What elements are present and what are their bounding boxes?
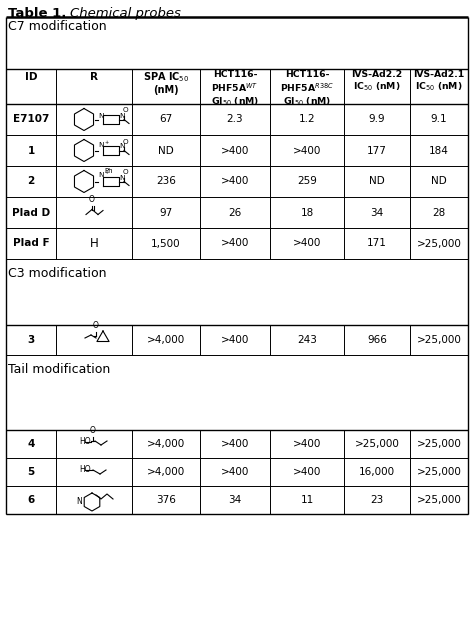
Text: >400: >400 xyxy=(221,145,249,155)
Text: R: R xyxy=(90,72,98,82)
Text: 184: 184 xyxy=(429,145,449,155)
Text: >25,000: >25,000 xyxy=(417,335,461,345)
Text: 1: 1 xyxy=(27,145,35,155)
Text: 16,000: 16,000 xyxy=(359,467,395,477)
Text: 28: 28 xyxy=(432,207,446,217)
Text: N: N xyxy=(119,143,125,150)
Text: O: O xyxy=(90,426,96,435)
Text: N: N xyxy=(76,498,82,507)
Text: >4,000: >4,000 xyxy=(147,467,185,477)
Text: O: O xyxy=(122,169,128,176)
Text: N$^+$: N$^+$ xyxy=(98,170,110,181)
Text: Tail modification: Tail modification xyxy=(8,363,110,376)
Text: >4,000: >4,000 xyxy=(147,439,185,449)
Text: 34: 34 xyxy=(228,495,242,505)
Text: 1.2: 1.2 xyxy=(299,115,315,124)
Text: 9.1: 9.1 xyxy=(431,115,447,124)
Text: ID: ID xyxy=(25,72,37,82)
Text: >25,000: >25,000 xyxy=(417,495,461,505)
Text: IVS-Ad2.2
IC$_{50}$ (nM): IVS-Ad2.2 IC$_{50}$ (nM) xyxy=(351,70,402,93)
Text: 243: 243 xyxy=(297,335,317,345)
Text: 4: 4 xyxy=(27,439,35,449)
Text: 5: 5 xyxy=(27,467,35,477)
Text: >400: >400 xyxy=(221,176,249,186)
Text: ND: ND xyxy=(431,176,447,186)
Text: N: N xyxy=(119,112,125,119)
Text: 376: 376 xyxy=(156,495,176,505)
Text: HCT116-
PHF5A$^{WT}$
GI$_{50}$ (nM): HCT116- PHF5A$^{WT}$ GI$_{50}$ (nM) xyxy=(211,70,259,108)
Text: >25,000: >25,000 xyxy=(417,467,461,477)
Text: 23: 23 xyxy=(370,495,383,505)
Text: 26: 26 xyxy=(228,207,242,217)
Text: >25,000: >25,000 xyxy=(417,238,461,249)
Text: N: N xyxy=(98,112,103,119)
Text: ND: ND xyxy=(158,145,174,155)
Text: 2: 2 xyxy=(27,176,35,186)
Text: HO: HO xyxy=(79,465,91,474)
Text: 11: 11 xyxy=(301,495,314,505)
Text: HO: HO xyxy=(79,437,91,446)
Text: O: O xyxy=(122,138,128,145)
Text: Plad F: Plad F xyxy=(13,238,49,249)
Text: E7107: E7107 xyxy=(13,115,49,124)
Text: O: O xyxy=(93,321,99,330)
Text: H: H xyxy=(90,237,99,250)
Text: 3: 3 xyxy=(27,335,35,345)
Text: 236: 236 xyxy=(156,176,176,186)
Text: 18: 18 xyxy=(301,207,314,217)
Text: 1,500: 1,500 xyxy=(151,238,181,249)
Text: 34: 34 xyxy=(370,207,383,217)
Text: >25,000: >25,000 xyxy=(355,439,400,449)
Text: 2.3: 2.3 xyxy=(227,115,243,124)
Text: Table 1.: Table 1. xyxy=(8,7,66,20)
Text: Chemical probes: Chemical probes xyxy=(70,7,181,20)
Text: >400: >400 xyxy=(293,467,321,477)
Text: HCT116-
PHF5A$^{R38C}$
GI$_{50}$ (nM): HCT116- PHF5A$^{R38C}$ GI$_{50}$ (nM) xyxy=(280,70,334,108)
Text: 171: 171 xyxy=(367,238,387,249)
Text: 9.9: 9.9 xyxy=(369,115,385,124)
Text: 6: 6 xyxy=(27,495,35,505)
Text: C7 modification: C7 modification xyxy=(8,20,107,33)
Text: O: O xyxy=(89,195,95,204)
Text: >400: >400 xyxy=(293,145,321,155)
Text: SPA IC$_{50}$
(nM): SPA IC$_{50}$ (nM) xyxy=(143,70,189,95)
Text: N: N xyxy=(119,174,125,181)
Text: 966: 966 xyxy=(367,335,387,345)
Text: >25,000: >25,000 xyxy=(417,439,461,449)
Text: 97: 97 xyxy=(159,207,173,217)
Text: O: O xyxy=(122,108,128,113)
Text: Plad D: Plad D xyxy=(12,207,50,217)
Text: N$^+$: N$^+$ xyxy=(98,139,110,150)
Text: C3 modification: C3 modification xyxy=(8,267,107,280)
Text: 177: 177 xyxy=(367,145,387,155)
Text: Ph: Ph xyxy=(105,168,113,174)
Text: 259: 259 xyxy=(297,176,317,186)
Text: >400: >400 xyxy=(293,439,321,449)
Text: >400: >400 xyxy=(221,238,249,249)
Text: >400: >400 xyxy=(221,467,249,477)
Text: IVS-Ad2.1
IC$_{50}$ (nM): IVS-Ad2.1 IC$_{50}$ (nM) xyxy=(413,70,465,93)
Text: >400: >400 xyxy=(221,335,249,345)
Text: >400: >400 xyxy=(221,439,249,449)
Text: 67: 67 xyxy=(159,115,173,124)
Text: >400: >400 xyxy=(293,238,321,249)
Text: >4,000: >4,000 xyxy=(147,335,185,345)
Text: ND: ND xyxy=(369,176,385,186)
